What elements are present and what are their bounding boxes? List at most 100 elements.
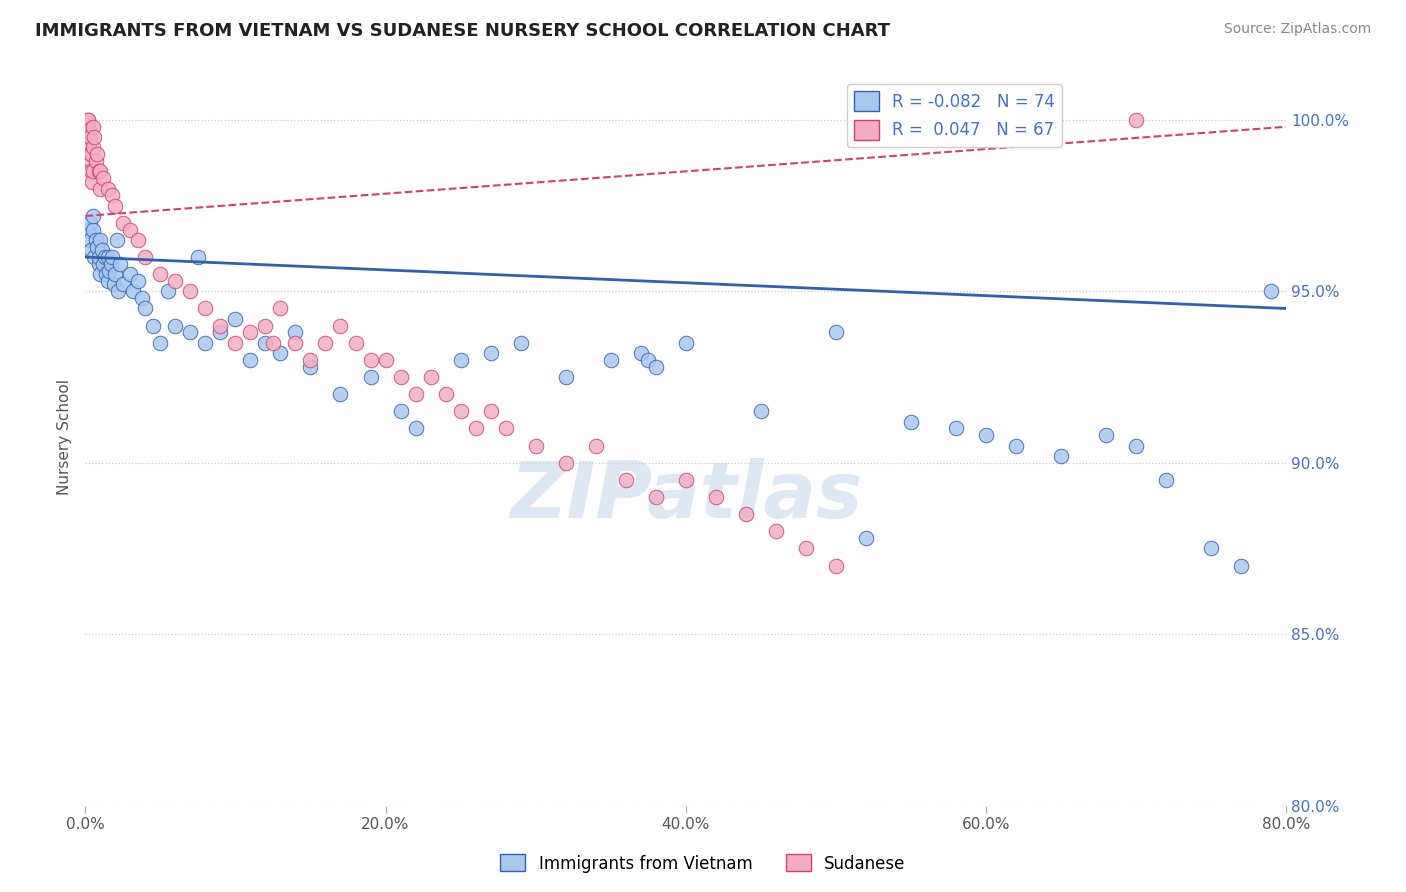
Point (77, 222, 100, 236)
Point (97, 250, 120, 264)
Point (614, 473, 637, 487)
Point (824, 558, 846, 573)
Point (77, 123, 100, 137)
Point (254, 335, 277, 350)
Point (76, 120, 98, 134)
Point (82, 164, 104, 178)
Point (464, 421, 486, 435)
Point (1095, 428, 1118, 442)
Point (82, 140, 104, 154)
Point (224, 335, 246, 350)
Point (103, 277, 125, 292)
Point (101, 188, 124, 202)
Point (299, 359, 322, 374)
Point (734, 507, 756, 521)
Point (142, 318, 165, 333)
Point (945, 421, 967, 435)
Point (165, 318, 187, 333)
Point (82, 209, 104, 223)
Point (284, 326, 307, 340)
Point (86, 147, 108, 161)
Point (89, 267, 111, 281)
Point (87, 257, 110, 271)
Point (80, 147, 103, 161)
Point (269, 301, 291, 316)
Point (134, 250, 156, 264)
Point (87, 164, 110, 178)
Point (900, 415, 922, 429)
Point (194, 335, 217, 350)
Point (96, 267, 118, 281)
Point (389, 404, 412, 418)
Point (405, 421, 427, 435)
Point (98, 264, 121, 278)
Point (79, 130, 101, 145)
Point (284, 335, 307, 350)
Text: Source: ZipAtlas.com: Source: ZipAtlas.com (1223, 22, 1371, 37)
Point (156, 285, 179, 299)
Point (1199, 541, 1222, 556)
Text: IMMIGRANTS FROM VIETNAM VS SUDANESE NURSERY SCHOOL CORRELATION CHART: IMMIGRANTS FROM VIETNAM VS SUDANESE NURS… (35, 22, 890, 40)
Point (76, 112, 98, 127)
Point (87, 250, 110, 264)
Point (77, 136, 100, 151)
Point (82, 175, 104, 189)
Point (79, 154, 101, 169)
Point (122, 285, 145, 299)
Point (77, 130, 100, 145)
Point (644, 359, 666, 374)
Point (111, 277, 134, 292)
Point (479, 346, 502, 360)
Point (329, 387, 352, 401)
Point (749, 404, 772, 418)
Point (262, 335, 284, 350)
Point (165, 274, 187, 288)
Point (209, 318, 232, 333)
Point (239, 326, 262, 340)
Point (675, 473, 697, 487)
Point (509, 335, 531, 350)
Point (405, 387, 427, 401)
Point (187, 250, 209, 264)
Point (344, 335, 367, 350)
Legend: Immigrants from Vietnam, Sudanese: Immigrants from Vietnam, Sudanese (494, 847, 912, 880)
Point (765, 524, 787, 539)
Point (495, 421, 517, 435)
Point (111, 216, 134, 230)
Point (90, 244, 112, 258)
Point (93, 257, 115, 271)
Point (108, 257, 131, 271)
Point (194, 301, 217, 316)
Point (82, 222, 104, 236)
Point (80, 244, 103, 258)
Point (120, 222, 142, 236)
Point (100, 257, 122, 271)
Point (179, 285, 201, 299)
Point (794, 541, 817, 556)
Point (554, 456, 576, 470)
Point (149, 335, 172, 350)
Point (599, 352, 621, 367)
Point (104, 199, 127, 213)
Point (1050, 449, 1073, 463)
Point (1260, 285, 1282, 299)
Point (79, 147, 101, 161)
Point (450, 404, 472, 418)
Point (855, 531, 877, 545)
Point (79, 233, 101, 247)
Point (89, 181, 111, 195)
Point (83, 130, 105, 145)
Point (637, 352, 659, 367)
Point (120, 267, 142, 281)
Point (389, 370, 412, 384)
Point (94, 250, 117, 264)
Legend: R = -0.082   N = 74, R =  0.047   N = 67: R = -0.082 N = 74, R = 0.047 N = 67 (846, 84, 1062, 146)
Point (97, 274, 120, 288)
Point (179, 326, 201, 340)
Point (89, 164, 111, 178)
Point (224, 311, 246, 326)
Point (80, 164, 103, 178)
Point (84, 233, 107, 247)
Point (209, 326, 232, 340)
Point (434, 387, 457, 401)
